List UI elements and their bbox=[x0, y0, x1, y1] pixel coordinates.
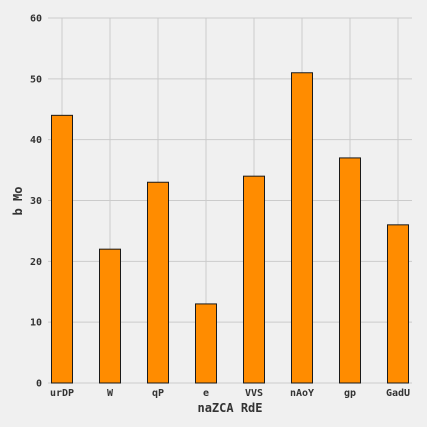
y-axis-label: b Mo bbox=[11, 187, 25, 216]
x-tick-label: W bbox=[107, 388, 114, 399]
x-tick-label: nAoY bbox=[290, 388, 314, 399]
x-tick-label: VVS bbox=[245, 388, 263, 399]
x-tick-label: gp bbox=[344, 388, 356, 399]
y-tick-label: 10 bbox=[30, 318, 42, 329]
x-tick-label: e bbox=[203, 388, 209, 399]
y-tick-label: 20 bbox=[30, 257, 42, 268]
x-axis-label: naZCA RdE bbox=[197, 401, 262, 415]
x-tick-label: urDP bbox=[50, 388, 74, 399]
y-tick-label: 50 bbox=[30, 74, 42, 85]
bar-qP bbox=[147, 181, 169, 384]
bar-urDP bbox=[51, 114, 73, 384]
bar-e bbox=[195, 303, 217, 384]
y-tick-layer: 0 10 20 30 40 50 60 bbox=[30, 14, 42, 390]
y-tick-label: 0 bbox=[36, 379, 42, 390]
bar-nAoY bbox=[291, 72, 313, 384]
bar-gp bbox=[339, 157, 361, 384]
bar-W bbox=[99, 248, 121, 384]
y-tick-label: 60 bbox=[30, 14, 42, 25]
y-tick-label: 40 bbox=[30, 135, 42, 146]
bar-layer bbox=[51, 72, 409, 384]
bar-GadU bbox=[387, 224, 409, 384]
x-tick-label: GadU bbox=[386, 388, 410, 399]
bar-VVS bbox=[243, 175, 265, 384]
y-tick-label: 30 bbox=[30, 196, 42, 207]
x-tick-label: qP bbox=[152, 388, 164, 399]
